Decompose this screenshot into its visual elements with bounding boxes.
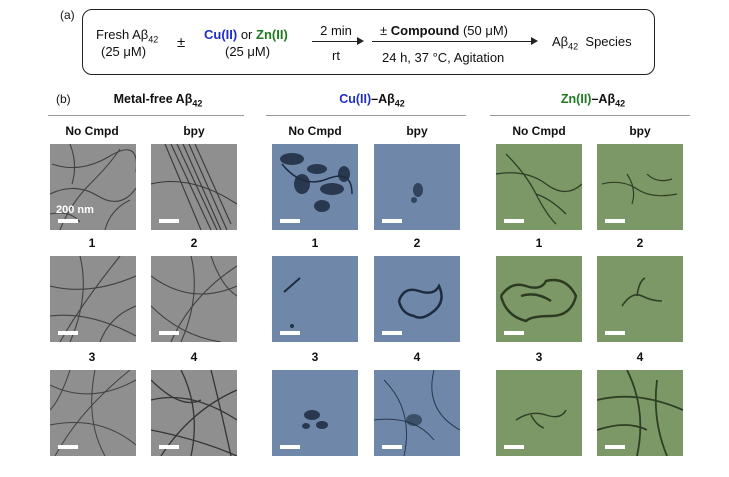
tem-image-cu-1 <box>272 256 358 342</box>
scale-bar-label: 200 nm <box>56 204 94 216</box>
label-metal-free-bpy: bpy <box>183 124 205 138</box>
label-cu-1: 1 <box>311 236 319 250</box>
tem-image-cu-no-cmpd <box>272 144 358 230</box>
zn-label: Zn(II) <box>256 27 288 42</box>
tem-image-metal-free-bpy <box>151 144 237 230</box>
group-title-zn: Zn(II)–Aβ42 <box>560 92 626 109</box>
label-cu-no-cmpd: No Cmpd <box>288 124 342 138</box>
group-rule-metal-free <box>48 115 244 116</box>
tem-image-zn-3 <box>496 370 582 456</box>
scale-bar <box>159 445 179 449</box>
tem-image-metal-free-1 <box>50 256 136 342</box>
panel-a-label: (a) <box>60 8 75 22</box>
label-metal-free-2: 2 <box>190 236 198 250</box>
label-zn-2: 2 <box>636 236 644 250</box>
scale-bar <box>382 445 402 449</box>
scale-bar <box>382 219 402 223</box>
tem-image-cu-bpy <box>374 144 460 230</box>
tem-image-zn-no-cmpd <box>496 144 582 230</box>
step1-arrow-line <box>312 41 358 42</box>
scale-bar <box>504 445 524 449</box>
label-cu-3: 3 <box>311 350 319 364</box>
group-rule-zn <box>490 115 690 116</box>
scale-bar <box>159 219 179 223</box>
label-cu-bpy: bpy <box>406 124 428 138</box>
tem-image-metal-free-no-cmpd: 200 nm <box>50 144 136 230</box>
group-rule-cu <box>266 115 466 116</box>
scale-bar <box>280 445 300 449</box>
group-title-metal-free: Metal-free Aβ42 <box>113 92 203 109</box>
tem-image-metal-free-3 <box>50 370 136 456</box>
metal-label: Cu(II) or Zn(II) <box>204 27 288 42</box>
tem-image-cu-3 <box>272 370 358 456</box>
tem-image-cu-4 <box>374 370 460 456</box>
scale-bar <box>280 219 300 223</box>
cu-label: Cu(II) <box>204 27 238 42</box>
plus-minus-sign: ± <box>177 34 186 51</box>
tem-image-metal-free-2 <box>151 256 237 342</box>
scale-bar <box>605 219 625 223</box>
step2-arrow-head <box>531 37 538 45</box>
label-zn-1: 1 <box>535 236 543 250</box>
scale-bar <box>280 331 300 335</box>
metal-conc: (25 μM) <box>225 44 271 59</box>
step1-arrow-head <box>357 37 364 45</box>
scale-bar <box>605 331 625 335</box>
scale-bar <box>58 219 78 223</box>
label-zn-bpy: bpy <box>629 124 651 138</box>
label-metal-free-1: 1 <box>88 236 96 250</box>
scheme-box <box>82 9 655 75</box>
label-cu-2: 2 <box>413 236 421 250</box>
step2-compound: ± Compound (50 μM) <box>380 23 509 38</box>
scale-bar <box>605 445 625 449</box>
step2-arrow-line <box>372 41 532 42</box>
label-metal-free-4: 4 <box>190 350 198 364</box>
scale-bar <box>58 445 78 449</box>
tem-image-cu-2 <box>374 256 460 342</box>
scale-bar <box>159 331 179 335</box>
label-zn-3: 3 <box>535 350 543 364</box>
tem-image-metal-free-4 <box>151 370 237 456</box>
product-label: Aβ42 Species <box>552 34 632 52</box>
tem-image-zn-1 <box>496 256 582 342</box>
scale-bar <box>382 331 402 335</box>
label-metal-free-3: 3 <box>88 350 96 364</box>
panel-b-label: (b) <box>56 92 71 106</box>
step1-temp: rt <box>332 48 340 63</box>
group-title-cu: Cu(II)–Aβ42 <box>339 92 405 109</box>
label-metal-free-no-cmpd: No Cmpd <box>65 124 119 138</box>
tem-image-zn-4 <box>597 370 683 456</box>
fresh-abeta-conc: (25 μM) <box>101 44 147 59</box>
step2-conditions: 24 h, 37 °C, Agitation <box>382 50 505 65</box>
tem-image-zn-bpy <box>597 144 683 230</box>
tem-image-zn-2 <box>597 256 683 342</box>
scale-bar <box>504 219 524 223</box>
label-cu-4: 4 <box>413 350 421 364</box>
scale-bar <box>504 331 524 335</box>
fresh-abeta-label: Fresh Aβ42 <box>96 27 159 45</box>
label-zn-4: 4 <box>636 350 644 364</box>
label-zn-no-cmpd: No Cmpd <box>512 124 566 138</box>
scale-bar <box>58 331 78 335</box>
step1-time: 2 min <box>320 23 352 38</box>
